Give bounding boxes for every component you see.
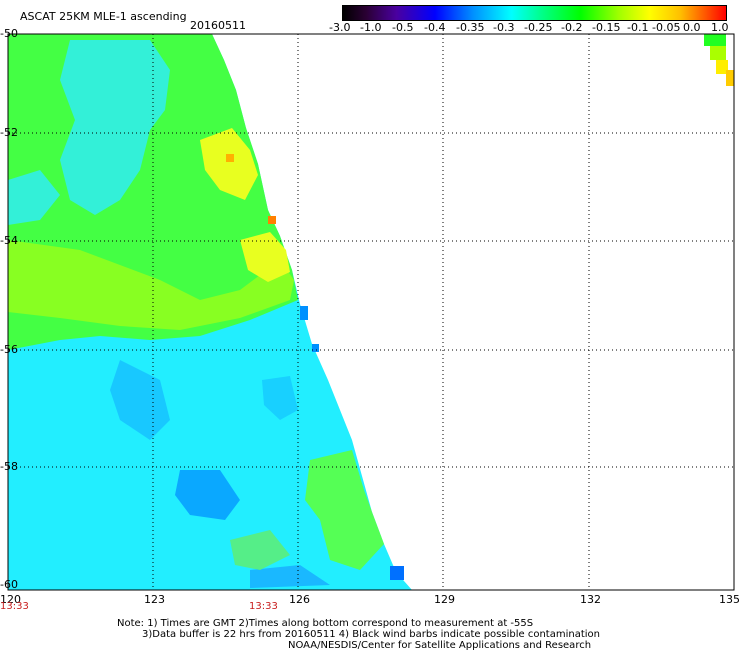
chart-date: 20160511 [190, 19, 246, 32]
colorbar-label: -0.05 [652, 21, 681, 34]
corner-patch-lime [710, 46, 726, 60]
note-line-3: NOAA/NESDIS/Center for Satellite Applica… [288, 640, 592, 651]
plot-frame [7, 33, 735, 591]
lat-label: -54 [0, 234, 18, 247]
swath-blue-4 [262, 376, 298, 420]
colorbar-label: -0.5 [392, 21, 414, 34]
colorbar-label: -0.35 [456, 21, 485, 34]
corner-patch-yellow [716, 60, 728, 74]
color-scale-bar [342, 5, 727, 21]
colorbar-label: -0.1 [627, 21, 649, 34]
swath-orange-1 [226, 154, 234, 162]
swath-blue-2 [175, 470, 240, 520]
colorbar-label: 1.0 [711, 21, 729, 34]
swath-data [8, 34, 734, 590]
lon-label: 123 [144, 593, 165, 606]
lat-label: -50 [0, 27, 18, 40]
time-label-left: 13:33 [0, 601, 29, 612]
lat-label: -60 [0, 578, 18, 591]
corner-patch-orange [726, 70, 734, 86]
colorbar-label: -0.25 [524, 21, 553, 34]
corner-patch-green [704, 34, 726, 46]
swath-cyan-north [60, 40, 170, 215]
lat-label: -58 [0, 460, 18, 473]
graticule [8, 34, 734, 590]
swath-cyan-north-2 [8, 170, 60, 225]
lon-label: 120 [0, 593, 21, 606]
swath-yellow-1 [200, 128, 258, 200]
colorbar-label: -1.0 [360, 21, 382, 34]
lat-label: -52 [0, 126, 18, 139]
colorbar-label: 0.0 [683, 21, 701, 34]
time-label-mid: 13:33 [249, 601, 278, 612]
swath-lime-band [8, 240, 294, 330]
lon-label: 126 [289, 593, 310, 606]
lat-label: -56 [0, 343, 18, 356]
swath-orange-2 [268, 216, 276, 224]
lon-label: 132 [580, 593, 601, 606]
swath-green-south [305, 450, 384, 570]
swath-blue-3 [250, 565, 330, 588]
lon-label: 135 [719, 593, 740, 606]
colorbar-label: -0.4 [424, 21, 446, 34]
swath-yellow-2 [240, 232, 290, 282]
note-line-2: 3)Data buffer is 22 hrs from 20160511 4)… [142, 629, 600, 640]
swath-green-south-2 [230, 530, 290, 570]
colorbar-label: -0.15 [592, 21, 621, 34]
chart-title: ASCAT 25KM MLE-1 ascending [20, 10, 187, 23]
swath-blue-1 [110, 360, 170, 440]
swath-blue-edge-3 [390, 566, 404, 580]
lon-label: 129 [434, 593, 455, 606]
swath-blue-edge-2 [312, 344, 319, 352]
swath-blue-edge-1 [300, 306, 308, 320]
colorbar-label: -0.3 [493, 21, 515, 34]
colorbar-label: -0.2 [561, 21, 583, 34]
note-line-1: Note: 1) Times are GMT 2)Times along bot… [117, 618, 534, 629]
colorbar-label: -3.0 [329, 21, 351, 34]
